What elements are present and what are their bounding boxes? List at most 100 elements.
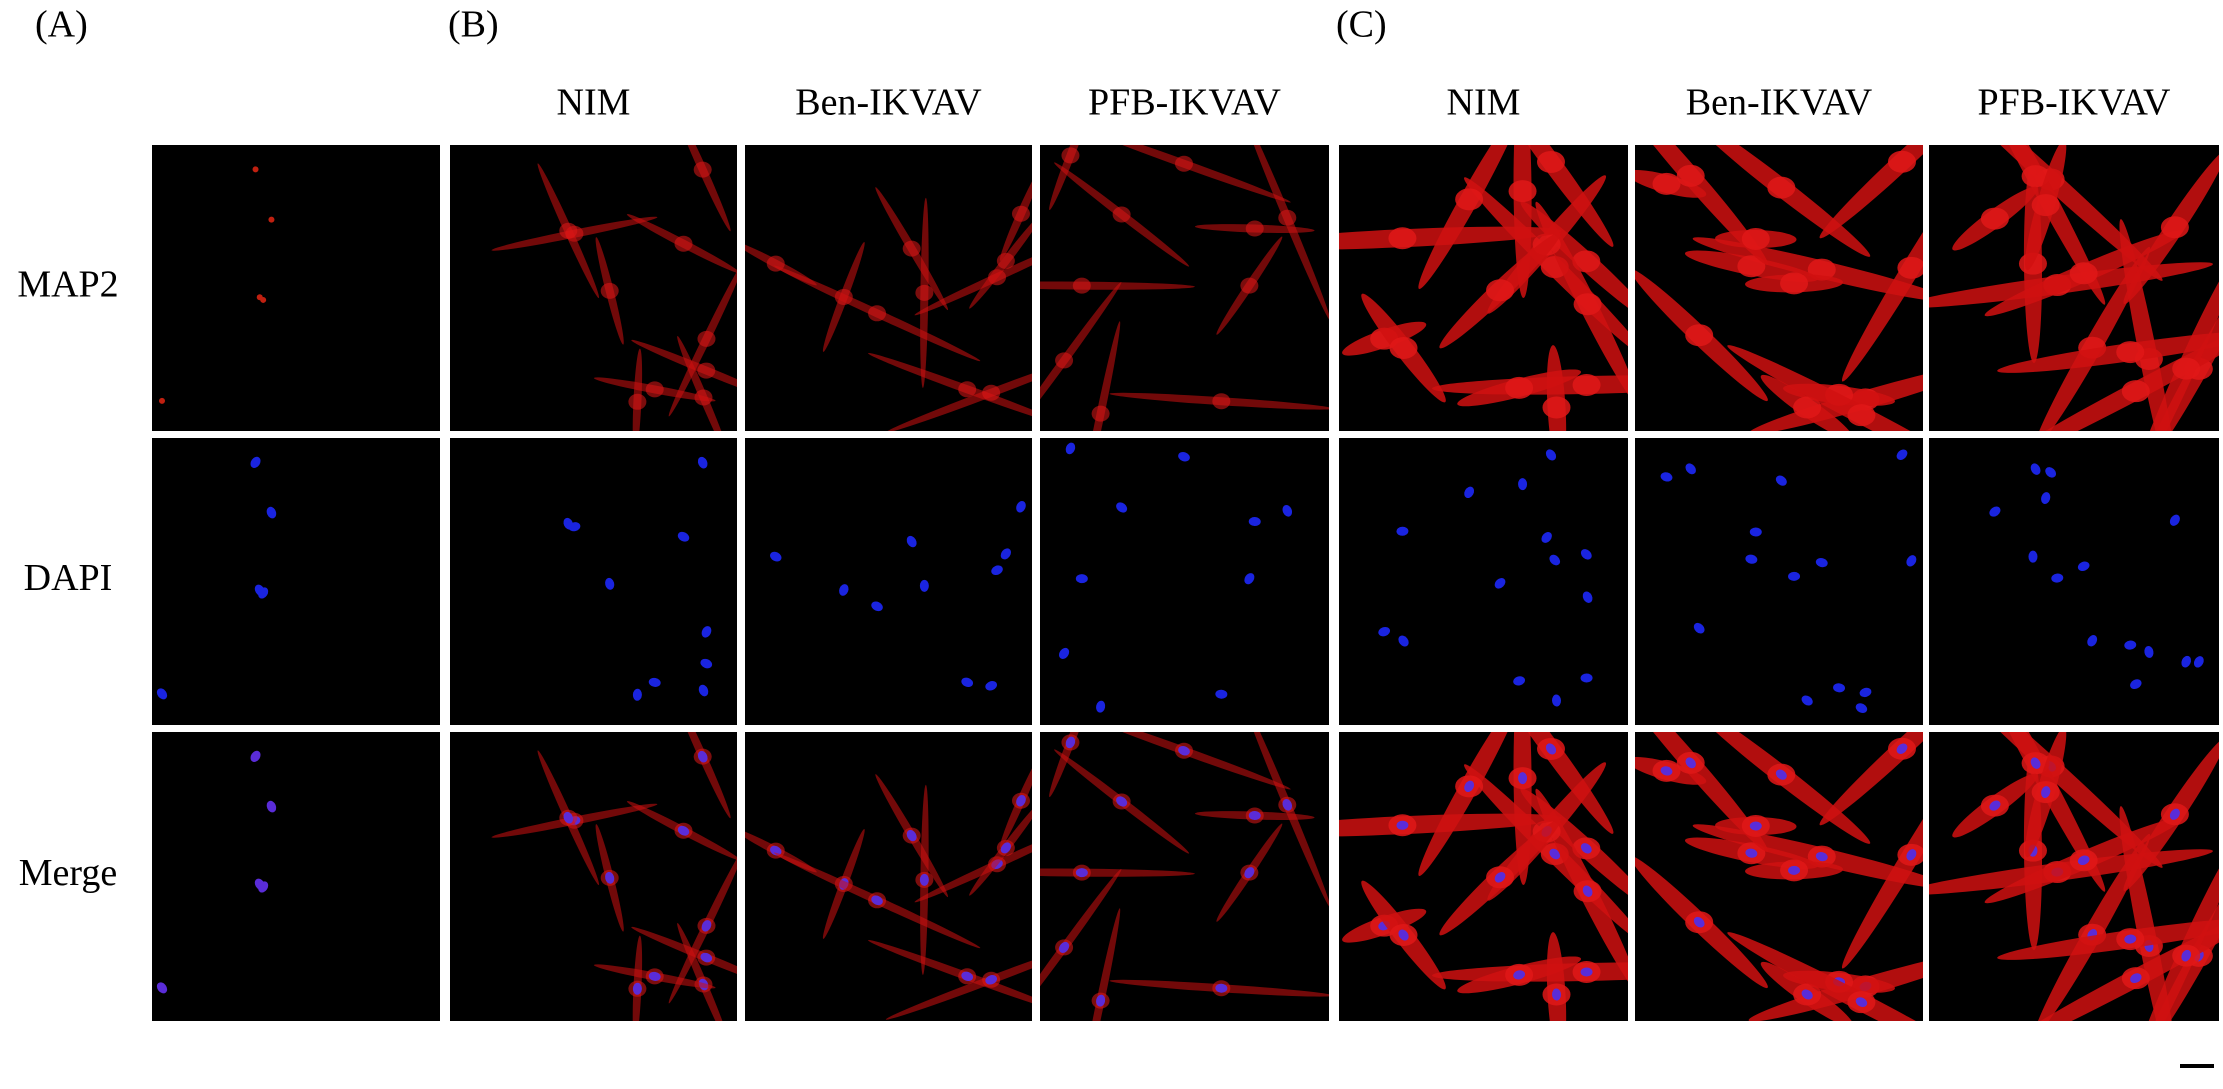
cell-soma xyxy=(1573,293,1602,316)
micrograph xyxy=(1635,438,1923,725)
nucleus xyxy=(1513,970,1526,980)
cell-soma xyxy=(1389,337,1418,360)
nucleus xyxy=(1244,573,1255,585)
nucleus xyxy=(1000,842,1011,854)
cells xyxy=(1339,145,1628,431)
cell-soma xyxy=(2172,357,2201,380)
nucleus xyxy=(2144,646,2154,658)
nucleus xyxy=(1989,800,2001,811)
nucleus xyxy=(1580,673,1593,683)
micrograph xyxy=(1040,145,1329,431)
nucleus xyxy=(1248,811,1261,821)
nucleus xyxy=(871,601,883,612)
nucleus xyxy=(1788,571,1801,581)
nucleus xyxy=(2130,679,2142,690)
cell-soma xyxy=(1780,272,1809,295)
cells xyxy=(563,456,713,701)
nucleus xyxy=(632,982,642,995)
row-label: Merge xyxy=(19,852,118,894)
cell-soma xyxy=(868,305,887,322)
micrograph xyxy=(1040,732,1329,1021)
nucleus xyxy=(1016,500,1026,513)
nucleus xyxy=(1016,794,1026,807)
nucleus xyxy=(1494,578,1506,589)
nucleus xyxy=(697,750,708,763)
cell-soma xyxy=(2031,194,2060,217)
nucleus xyxy=(1749,527,1762,537)
nucleus xyxy=(1855,997,1868,1008)
cell-soma xyxy=(1175,155,1194,172)
column-header: Ben-IKVAV xyxy=(1686,82,1873,124)
micrograph xyxy=(450,732,737,1021)
column-header: PFB-IKVAV xyxy=(1088,82,1281,124)
nucleus xyxy=(1545,743,1557,755)
cells xyxy=(1339,732,1628,1021)
nucleus xyxy=(1660,766,1673,776)
nucleus xyxy=(961,971,974,982)
nucleus xyxy=(1801,989,1813,1000)
nucleus xyxy=(1989,506,2001,517)
cells xyxy=(1059,442,1293,713)
micrograph xyxy=(745,732,1032,1021)
micrograph xyxy=(1929,145,2219,431)
nucleus xyxy=(258,881,269,893)
cell-soma xyxy=(1091,405,1110,422)
nucleus xyxy=(648,971,661,981)
micrograph xyxy=(745,145,1032,431)
nucleus xyxy=(2124,640,2137,650)
nucleus xyxy=(906,829,917,842)
nucleus xyxy=(1075,868,1088,878)
nucleus xyxy=(250,750,261,762)
nucleus xyxy=(2030,757,2041,769)
nucleus xyxy=(770,551,782,562)
nucleus xyxy=(563,517,574,530)
nucleus xyxy=(1398,929,1409,941)
cells xyxy=(159,166,275,404)
nucleus xyxy=(266,506,277,519)
nucleus xyxy=(563,811,574,824)
panel-label: (C) xyxy=(1336,4,1387,46)
nucleus xyxy=(1580,967,1593,977)
cell-soma xyxy=(697,362,716,379)
nucleus xyxy=(2045,467,2057,478)
nucleus xyxy=(1396,820,1409,830)
cell-soma xyxy=(958,381,977,398)
nucleus xyxy=(2077,855,2090,866)
cell-soma xyxy=(1536,150,1565,173)
column-header: NIM xyxy=(1447,82,1521,124)
nucleus xyxy=(1775,769,1787,780)
nucleus xyxy=(2181,655,2191,668)
nucleus xyxy=(2169,514,2180,526)
nucleus xyxy=(1815,851,1828,862)
cell-soma xyxy=(1572,250,1601,273)
nucleus xyxy=(2051,573,2064,583)
nucleus xyxy=(1749,821,1762,831)
cell-soma xyxy=(1737,255,1766,278)
nucleus xyxy=(2087,635,2098,647)
nucleus xyxy=(156,982,168,994)
nucleus xyxy=(961,677,974,688)
nucleus xyxy=(1859,687,1872,698)
nucleus xyxy=(700,952,713,963)
cell-soma xyxy=(1388,227,1417,250)
cell-soma xyxy=(1572,373,1601,396)
cell-fragment xyxy=(260,296,267,303)
nucleus xyxy=(1693,916,1705,928)
micrograph xyxy=(1929,732,2219,1021)
nucleus xyxy=(1116,502,1128,513)
nucleus xyxy=(1075,574,1088,584)
nucleus xyxy=(1282,504,1293,517)
cells xyxy=(1635,145,1923,431)
nucleus xyxy=(648,677,661,687)
cell-soma xyxy=(1847,404,1876,427)
cell-soma xyxy=(645,381,664,398)
nucleus xyxy=(1545,449,1557,461)
cells xyxy=(745,166,1032,431)
cell-soma xyxy=(1072,277,1091,294)
nucleus xyxy=(1059,647,1070,659)
cell-soma xyxy=(2121,380,2150,403)
cell-soma xyxy=(1652,172,1681,195)
micrograph-background xyxy=(1339,438,1628,725)
nucleus xyxy=(1801,695,1813,706)
